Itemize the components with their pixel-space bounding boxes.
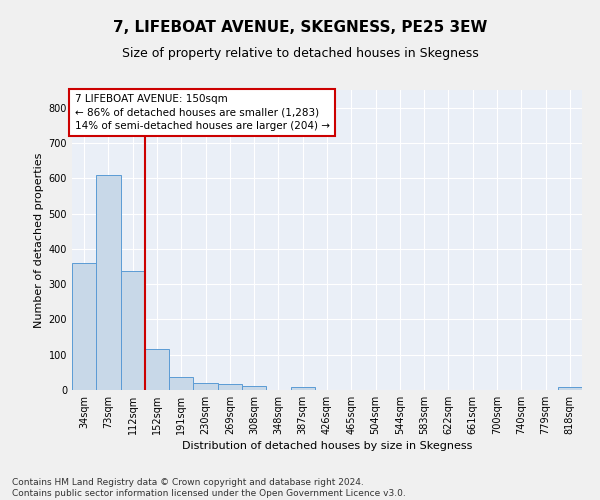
X-axis label: Distribution of detached houses by size in Skegness: Distribution of detached houses by size … [182, 441, 472, 451]
Text: Contains HM Land Registry data © Crown copyright and database right 2024.
Contai: Contains HM Land Registry data © Crown c… [12, 478, 406, 498]
Bar [242, 386, 266, 390]
Bar [72, 263, 96, 390]
Bar [145, 350, 169, 390]
Y-axis label: Number of detached properties: Number of detached properties [34, 152, 44, 328]
Bar [290, 387, 315, 390]
Bar [121, 270, 145, 390]
Bar [558, 387, 582, 390]
Bar [218, 384, 242, 390]
Text: Size of property relative to detached houses in Skegness: Size of property relative to detached ho… [122, 48, 478, 60]
Text: 7 LIFEBOAT AVENUE: 150sqm
← 86% of detached houses are smaller (1,283)
14% of se: 7 LIFEBOAT AVENUE: 150sqm ← 86% of detac… [74, 94, 329, 131]
Bar [169, 377, 193, 390]
Bar [96, 174, 121, 390]
Text: 7, LIFEBOAT AVENUE, SKEGNESS, PE25 3EW: 7, LIFEBOAT AVENUE, SKEGNESS, PE25 3EW [113, 20, 487, 35]
Bar [193, 383, 218, 390]
